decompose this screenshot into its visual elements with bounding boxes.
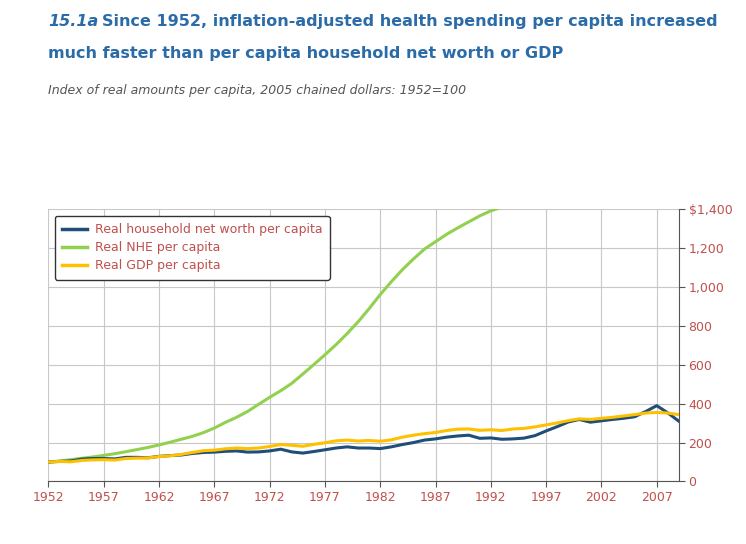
- Text: Since 1952, inflation-adjusted health spending per capita increased: Since 1952, inflation-adjusted health sp…: [102, 14, 718, 29]
- Text: 15.1a: 15.1a: [48, 14, 98, 29]
- Legend: Real household net worth per capita, Real NHE per capita, Real GDP per capita: Real household net worth per capita, Rea…: [54, 215, 330, 280]
- Text: much faster than per capita household net worth or GDP: much faster than per capita household ne…: [48, 46, 564, 61]
- Text: Index of real amounts per capita, 2005 chained dollars: 1952=100: Index of real amounts per capita, 2005 c…: [48, 84, 466, 97]
